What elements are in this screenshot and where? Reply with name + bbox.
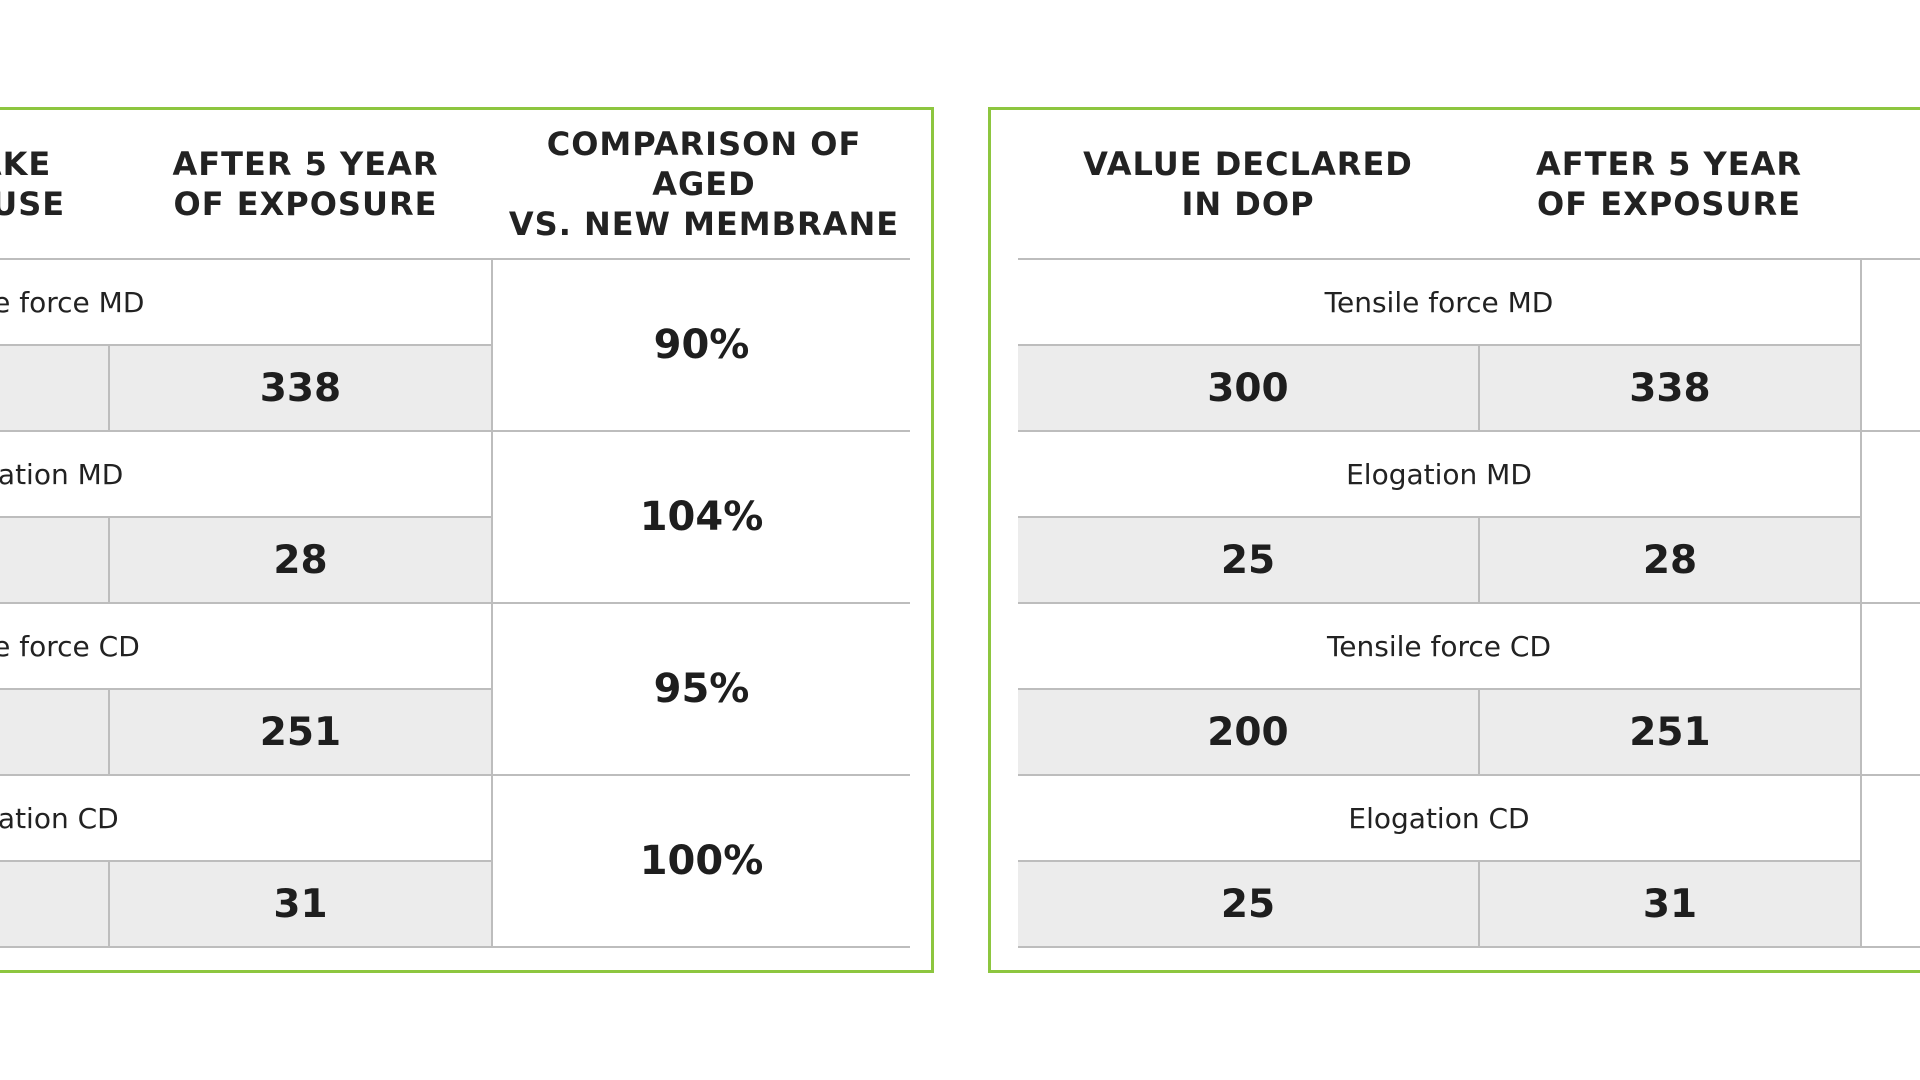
row-label-elongation-cd: ogation CD: [0, 774, 491, 860]
value-cell-cropped: [0, 516, 108, 602]
row-label-text: Tensile force MD: [1324, 285, 1554, 319]
value-after-tensile-cd: 251: [1478, 688, 1860, 774]
row-label-tensile-cd: Tensile force CD: [1018, 602, 1860, 688]
header-after-exposure: AFTER 5 YEAR OF EXPOSURE: [1536, 145, 1802, 223]
row-label-text: Elogation MD: [1346, 457, 1532, 491]
row-label-tensile-md: Tensile force MD: [1018, 258, 1860, 344]
comparison-elongation-cd: 100%: [491, 774, 910, 946]
comparison-cell-cropped: [1860, 258, 1920, 430]
row-label-tensile-md: sile force MD: [0, 258, 491, 344]
value-after-elongation-md: 28: [108, 516, 491, 602]
value-declared-elongation-md: 25: [1018, 516, 1478, 602]
comparison-tensile-md: 90%: [491, 258, 910, 430]
value-after-tensile-md: 338: [108, 344, 491, 430]
comparison-tensile-cd: 95%: [491, 602, 910, 774]
comparison-table-right: VALUE DECLARED IN DOP AFTER 5 YEAR OF EX…: [988, 107, 1920, 973]
value-declared-tensile-md: 300: [1018, 344, 1478, 430]
value-cell-cropped: [0, 860, 108, 946]
value-declared-elongation-cd: 25: [1018, 860, 1478, 946]
row-label-text: sile force MD: [0, 285, 145, 319]
value-cell-cropped: [0, 344, 108, 430]
header-declared-dop: VALUE DECLARED IN DOP: [1083, 145, 1413, 223]
row-label-tensile-cd: sile force CD: [0, 602, 491, 688]
row-label-elongation-md: Elogation MD: [1018, 430, 1860, 516]
row-label-text: Tensile force CD: [1326, 629, 1552, 663]
comparison-cell-cropped: [1860, 602, 1920, 774]
row-label-elongation-md: ogation MD: [0, 430, 491, 516]
header-comparison: COMPARISON OF AGED VS. NEW MEMBRANE: [508, 125, 900, 243]
value-after-tensile-cd: 251: [108, 688, 491, 774]
row-label-text: ogation CD: [0, 801, 119, 835]
row-label-text: ogation MD: [0, 457, 124, 491]
table-bottom-rule: [0, 946, 910, 948]
value-after-tensile-md: 338: [1478, 344, 1860, 430]
comparison-cell-cropped: [1860, 774, 1920, 946]
table-bottom-rule: [1018, 946, 1920, 948]
header-after-exposure: AFTER 5 YEAR OF EXPOSURE: [172, 145, 439, 223]
row-label-text: sile force CD: [0, 629, 140, 663]
value-declared-tensile-cd: 200: [1018, 688, 1478, 774]
comparison-cell-cropped: [1860, 430, 1920, 602]
comparison-elongation-md: 104%: [491, 430, 910, 602]
value-after-elongation-md: 28: [1478, 516, 1860, 602]
value-after-elongation-cd: 31: [108, 860, 491, 946]
header-col1-cropped: AKE OUSE: [0, 145, 66, 223]
row-label-text: Elogation CD: [1348, 801, 1530, 835]
comparison-table-left: AKE OUSE AFTER 5 YEAR OF EXPOSURE COMPAR…: [0, 107, 934, 973]
value-after-elongation-cd: 31: [1478, 860, 1860, 946]
row-label-elongation-cd: Elogation CD: [1018, 774, 1860, 860]
value-cell-cropped: [0, 688, 108, 774]
